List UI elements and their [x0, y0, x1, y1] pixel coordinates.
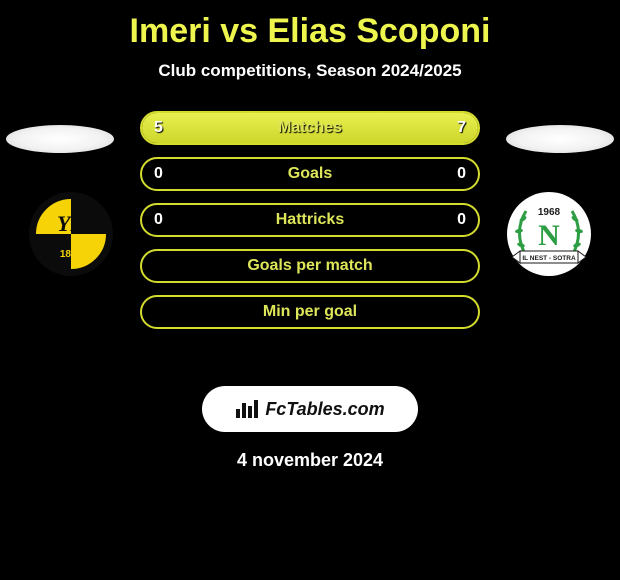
stat-label: Hattricks: [142, 205, 478, 235]
comparison-panel: YB 1898 1968 N: [0, 111, 620, 371]
stat-value-left: 0: [154, 159, 204, 189]
stat-pill-goals: Goals0 0: [140, 157, 480, 191]
nest-sotra-logo: 1968 N IL NEST - SOTRA: [506, 191, 592, 277]
svg-text:YB: YB: [57, 211, 85, 236]
stat-value-right: 0: [416, 205, 466, 235]
svg-text:1968: 1968: [538, 207, 561, 218]
stat-pill-min-per-goal: Min per goal: [140, 295, 480, 329]
footer-date: 4 november 2024: [0, 450, 620, 471]
crest-left: YB 1898: [28, 191, 114, 277]
stat-pill-goals-per-match: Goals per match: [140, 249, 480, 283]
svg-text:N: N: [538, 219, 560, 252]
stat-value-right: 0: [416, 159, 466, 189]
fill-right: [280, 113, 478, 143]
stat-label: Min per goal: [142, 297, 478, 327]
fctables-badge: FcTables.com: [202, 386, 418, 432]
platform-left: [6, 125, 114, 153]
stat-label: Goals: [142, 159, 478, 189]
fctables-label: FcTables.com: [265, 399, 384, 420]
svg-text:1898: 1898: [60, 249, 83, 260]
page-title: Imeri vs Elias Scoponi: [0, 0, 620, 51]
bars-icon: [235, 399, 259, 419]
stat-label: Goals per match: [142, 251, 478, 281]
stat-value-left: 0: [154, 205, 204, 235]
young-boys-logo: YB 1898: [28, 191, 114, 277]
stat-pill-hattricks: Hattricks0 0: [140, 203, 480, 237]
stat-pills: Matches57Goals00Hattricks00Goals per mat…: [140, 111, 480, 341]
page-subtitle: Club competitions, Season 2024/2025: [0, 61, 620, 81]
svg-text:IL NEST - SOTRA: IL NEST - SOTRA: [522, 255, 576, 262]
crest-right: 1968 N IL NEST - SOTRA: [506, 191, 592, 277]
platform-right: [506, 125, 614, 153]
stat-pill-matches: Matches57: [140, 111, 480, 145]
fill-left: [142, 113, 280, 143]
